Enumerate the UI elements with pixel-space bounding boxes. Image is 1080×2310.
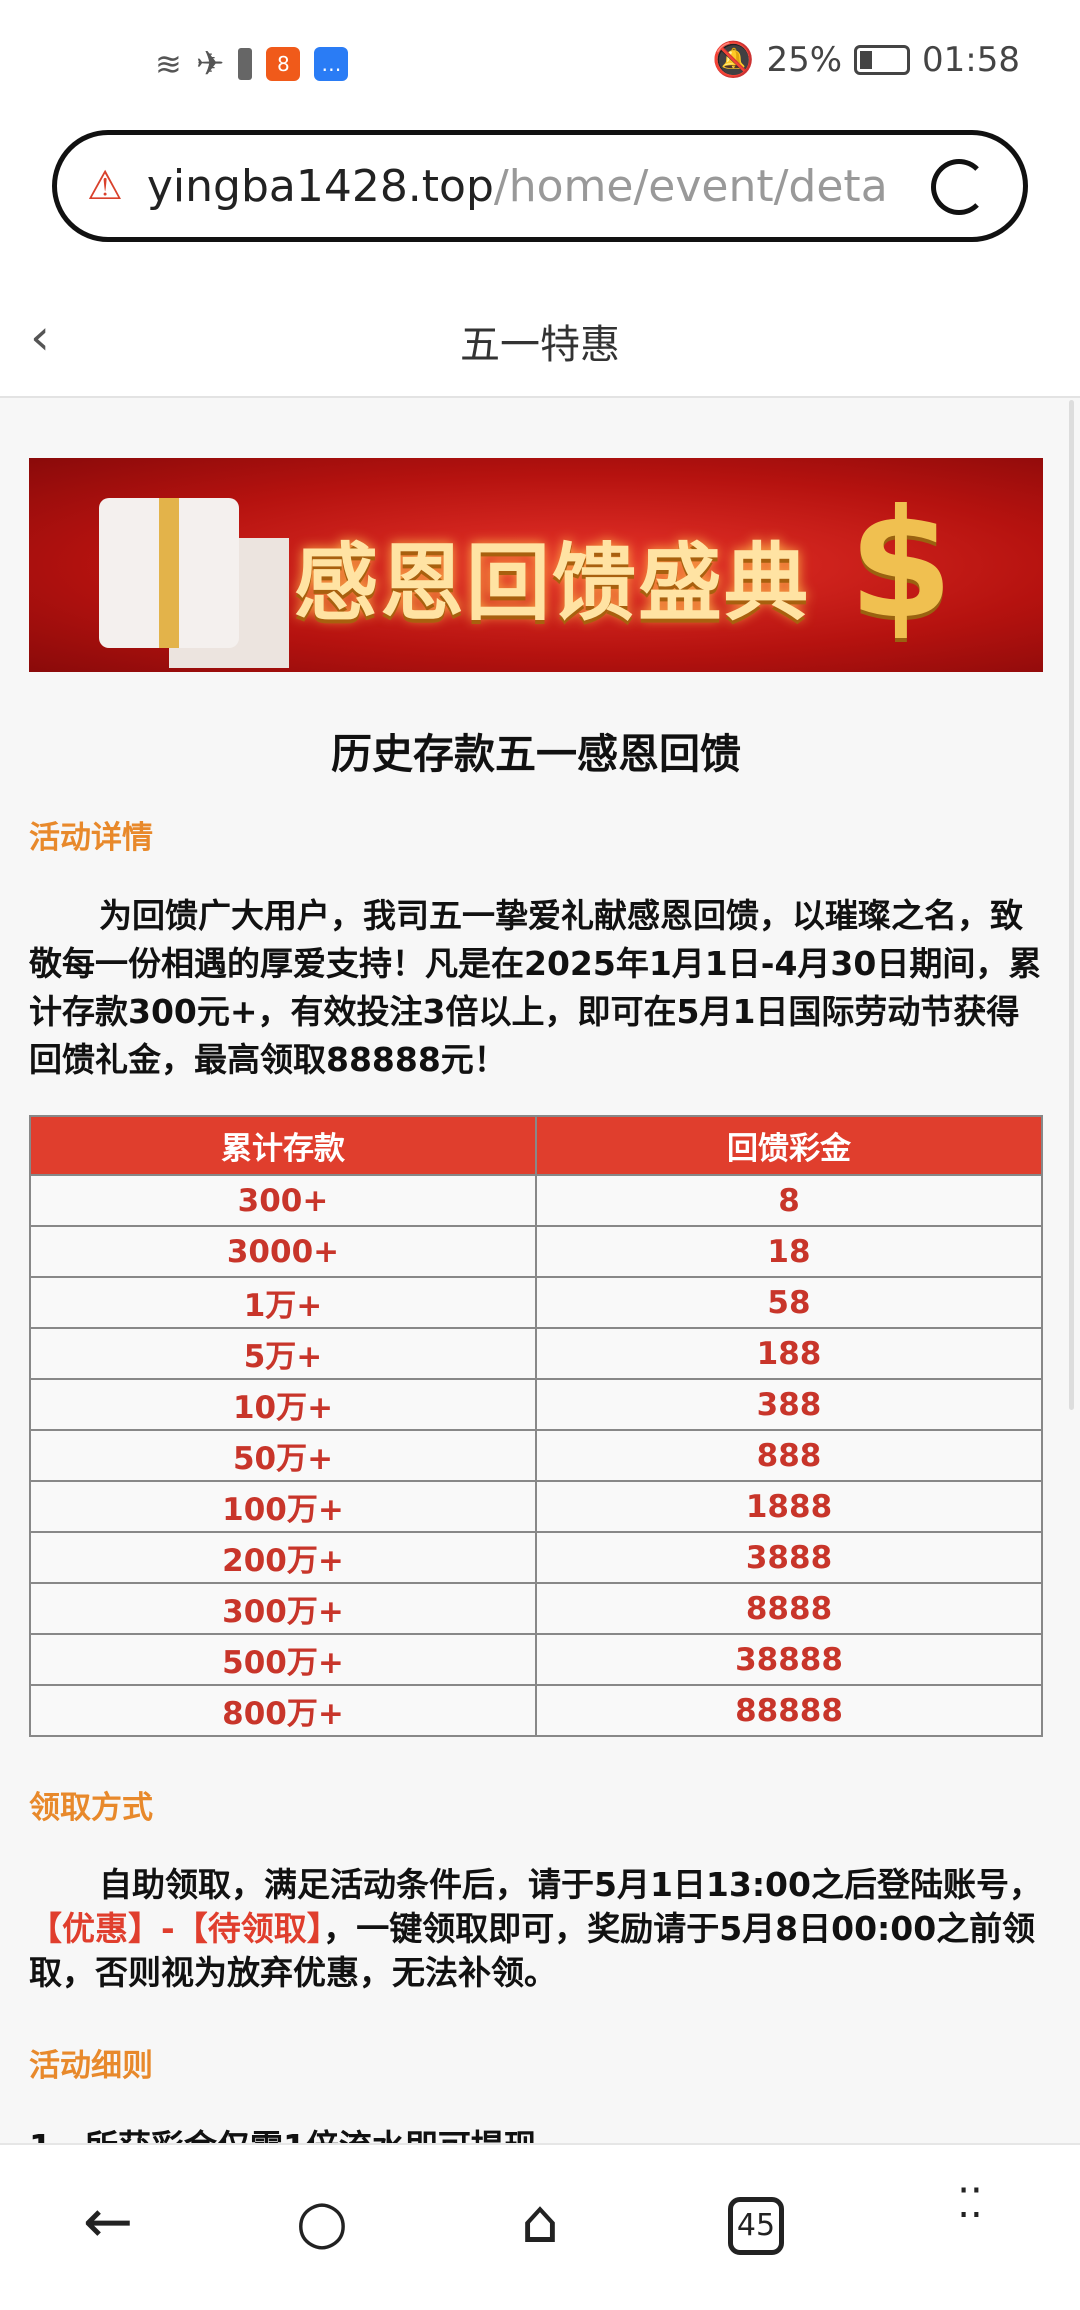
address-bar[interactable]: ⚠ yingba1428.top /home/event/deta [52,130,1028,242]
mute-bell-icon: 🔕 [712,40,755,80]
table-row: 3000+ 18 [29,1225,1043,1278]
table-cell: 58 [535,1276,1043,1329]
table-row: 5万+ 188 [29,1327,1043,1380]
table-row: 10万+ 388 [29,1378,1043,1431]
battery-icon [854,45,911,75]
table-row: 50万+ 888 [29,1429,1043,1482]
table-row: 300万+ 8888 [29,1582,1043,1635]
claim-paragraph: 自助领取，满足活动条件后，请于5月1日13:00之后登陆账号， 【优惠】-【待领取… [29,1863,1043,1995]
table-cell: 38888 [535,1633,1043,1686]
table-cell: 8 [535,1174,1043,1227]
table-cell: 10万+ [29,1378,537,1431]
table-cell: 388 [535,1378,1043,1431]
airplane-icon: ✈ [195,44,225,84]
intro-paragraph: 为回馈广大用户，我司五一挚爱礼献感恩回馈，以璀璨之名，致敬每一份相遇的厚爱支持！… [29,896,1042,1079]
table-row: 200万+ 3888 [29,1531,1043,1584]
table-row: 1万+ 58 [29,1276,1043,1329]
browser-toolbar: ⚠ yingba1428.top /home/event/deta [0,110,1080,280]
page-title: 五一特惠 [460,322,620,368]
table-cell: 300万+ [29,1582,537,1635]
section-heading-details: 活动详情 [29,820,153,856]
url-host: yingba1428.top [146,160,494,212]
table-cell: 800万+ [29,1684,537,1737]
claim-text: ，一键领取即可，奖励请于5月8日00:00之前领取，否则视为放弃优惠，无法补领。 [29,1909,1036,1992]
table-cell: 3000+ [29,1225,537,1278]
battery-percent: 25% [766,40,843,80]
table-cell: 5万+ [29,1327,537,1380]
wifi-icon: ≋ [155,45,182,83]
reload-icon[interactable] [931,159,987,215]
tabs-button[interactable]: 45 [728,2197,784,2255]
table-cell: 18 [535,1225,1043,1278]
warning-icon[interactable]: ⚠ [87,163,123,209]
event-title: 历史存款五一感恩回馈 [331,730,741,778]
table-cell: 8888 [535,1582,1043,1635]
scrollbar[interactable] [1069,400,1074,1410]
battery-alert-icon [238,48,253,80]
table-cell: 1888 [535,1480,1043,1533]
page-header: ‹ 五一特惠 [0,280,1080,398]
table-cell: 200万+ [29,1531,537,1584]
banner-text: 感恩回馈盛典 [294,534,811,632]
dollar-sign-image: $ [848,478,953,652]
table-cell: 88888 [535,1684,1043,1737]
table-cell: 100万+ [29,1480,537,1533]
event-banner: 感恩回馈盛典 $ [29,458,1043,672]
claim-text: 自助领取，满足活动条件后，请于5月1日13:00之后登陆账号， [99,1865,1042,1904]
table-row: 800万+ 88888 [29,1684,1043,1737]
back-icon[interactable]: ‹ [30,308,50,366]
table-cell: 3888 [535,1531,1043,1584]
table-cell: 50万+ [29,1429,537,1482]
table-header: 累计存款 [29,1115,537,1176]
clock: 01:58 [922,40,1020,80]
table-row: 500万+ 38888 [29,1633,1043,1686]
table-cell: 500万+ [29,1633,537,1686]
table-cell: 888 [535,1429,1043,1482]
home-icon[interactable]: ⌂ [520,2187,560,2257]
table-cell: 188 [535,1327,1043,1380]
table-row: 100万+ 1888 [29,1480,1043,1533]
reward-table: 累计存款 回馈彩金 300+ 8 3000+ 18 1万+ 58 5万+ 188 10万+ 388… [29,1115,1043,1737]
table-cell: 1万+ [29,1276,537,1329]
message-app-icon: … [314,47,349,81]
url-path: /home/event/deta [493,160,888,212]
status-bar: ≋ ✈ 8 … 🔕 25% 01:58 [0,0,1080,110]
browser-bottom-nav: ← ○ ⌂ 45 ⁚⁚ [0,2143,1080,2310]
gift-box-image [99,498,239,648]
claim-path-highlight: 【优惠】-【待领取】 [29,1909,324,1948]
app-notification-icon: 8 [266,47,301,81]
table-cell: 300+ [29,1174,537,1227]
table-header: 回馈彩金 [535,1115,1043,1176]
table-row: 300+ 8 [29,1174,1043,1227]
back-arrow-icon[interactable]: ← [82,2187,134,2257]
menu-dots-icon[interactable]: ⁚⁚ [957,2181,983,2227]
section-heading-rules: 活动细则 [29,2048,153,2084]
section-heading-claim: 领取方式 [29,1790,153,1826]
search-icon[interactable]: ○ [295,2187,349,2257]
